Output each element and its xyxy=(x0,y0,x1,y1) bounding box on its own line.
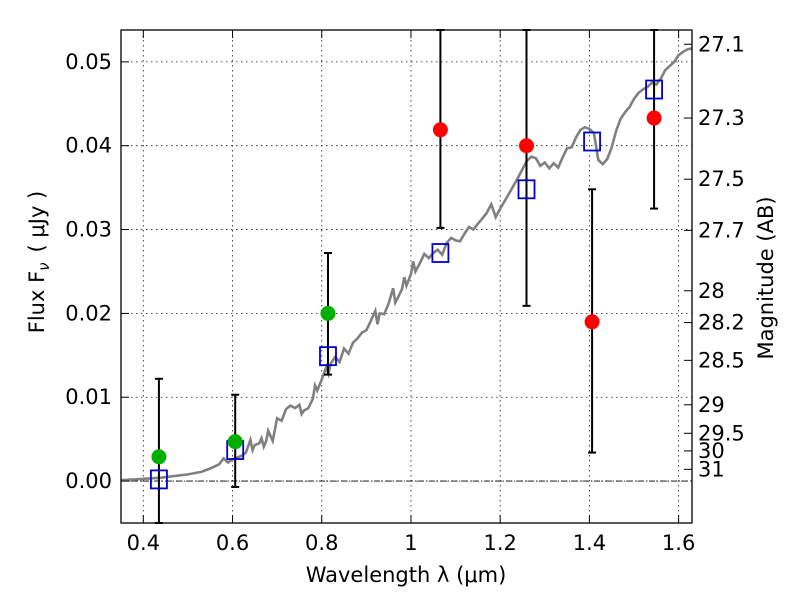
right-tick-label: 28.2 xyxy=(698,311,745,335)
upper-point-red xyxy=(584,314,600,330)
right-tick-label: 28.5 xyxy=(698,348,745,372)
right-tick-label: 29.5 xyxy=(698,421,745,445)
grid-lines xyxy=(121,30,692,523)
model-band-square xyxy=(150,469,168,490)
x-tick-label: 0.6 xyxy=(216,531,249,555)
model-band-square xyxy=(319,346,337,367)
y-axis-label-unit: ( μJy ) xyxy=(25,191,49,253)
right-axis-label: Magnitude (AB) xyxy=(754,196,778,359)
y-axis-label: Flux Fν ( μJy ) xyxy=(25,191,53,334)
y-tick-label: 0.03 xyxy=(65,218,112,242)
plot-area xyxy=(121,47,692,482)
y-axis-label-sub: ν xyxy=(35,262,53,270)
plot-frame xyxy=(120,29,693,524)
right-tick-label: 31 xyxy=(698,457,725,481)
detection-point-green xyxy=(320,305,336,321)
right-tick-label: 30 xyxy=(698,439,725,463)
data-points xyxy=(150,79,663,490)
right-tick-label: 27.5 xyxy=(698,167,745,191)
x-tick-label: 1 xyxy=(404,531,417,555)
right-tick-label: 27.1 xyxy=(698,32,745,56)
model-sed-line xyxy=(121,47,692,482)
detection-point-green xyxy=(227,434,243,450)
model-band-square xyxy=(583,131,601,152)
x-tick-label: 0.4 xyxy=(127,531,160,555)
model-band-square xyxy=(645,79,663,100)
right-tick-label: 27.7 xyxy=(698,218,745,242)
error-bars xyxy=(154,29,659,524)
x-axis-label: Wavelength λ (μm) xyxy=(306,563,507,587)
x-tick-label: 1.4 xyxy=(573,531,606,555)
detection-point-green xyxy=(151,449,167,465)
y-axis-label-main: Flux F xyxy=(25,271,49,333)
model-band-square xyxy=(431,243,450,263)
upper-point-red xyxy=(646,110,662,126)
upper-point-red xyxy=(432,122,448,138)
model-band-square xyxy=(517,179,536,200)
y-tick-label: 0.00 xyxy=(65,469,112,493)
right-tick-label: 27.3 xyxy=(698,106,745,130)
y-tick-label: 0.05 xyxy=(65,50,112,74)
x-tick-label: 1.2 xyxy=(483,531,516,555)
x-tick-label: 0.8 xyxy=(305,531,338,555)
right-tick-label: 28 xyxy=(698,279,725,303)
y-tick-label: 0.02 xyxy=(65,301,112,325)
y-tick-label: 0.01 xyxy=(65,385,112,409)
right-tick-label: 29 xyxy=(698,393,725,417)
upper-point-red xyxy=(518,138,534,154)
y-tick-label: 0.04 xyxy=(65,134,112,158)
x-tick-label: 1.6 xyxy=(662,531,695,555)
axis-ticks: 0.4 0.6 0.8 1 1.2 1.4 1.6 0.00 0.01 0.02 0.03 0.04 0… xyxy=(65,30,745,555)
